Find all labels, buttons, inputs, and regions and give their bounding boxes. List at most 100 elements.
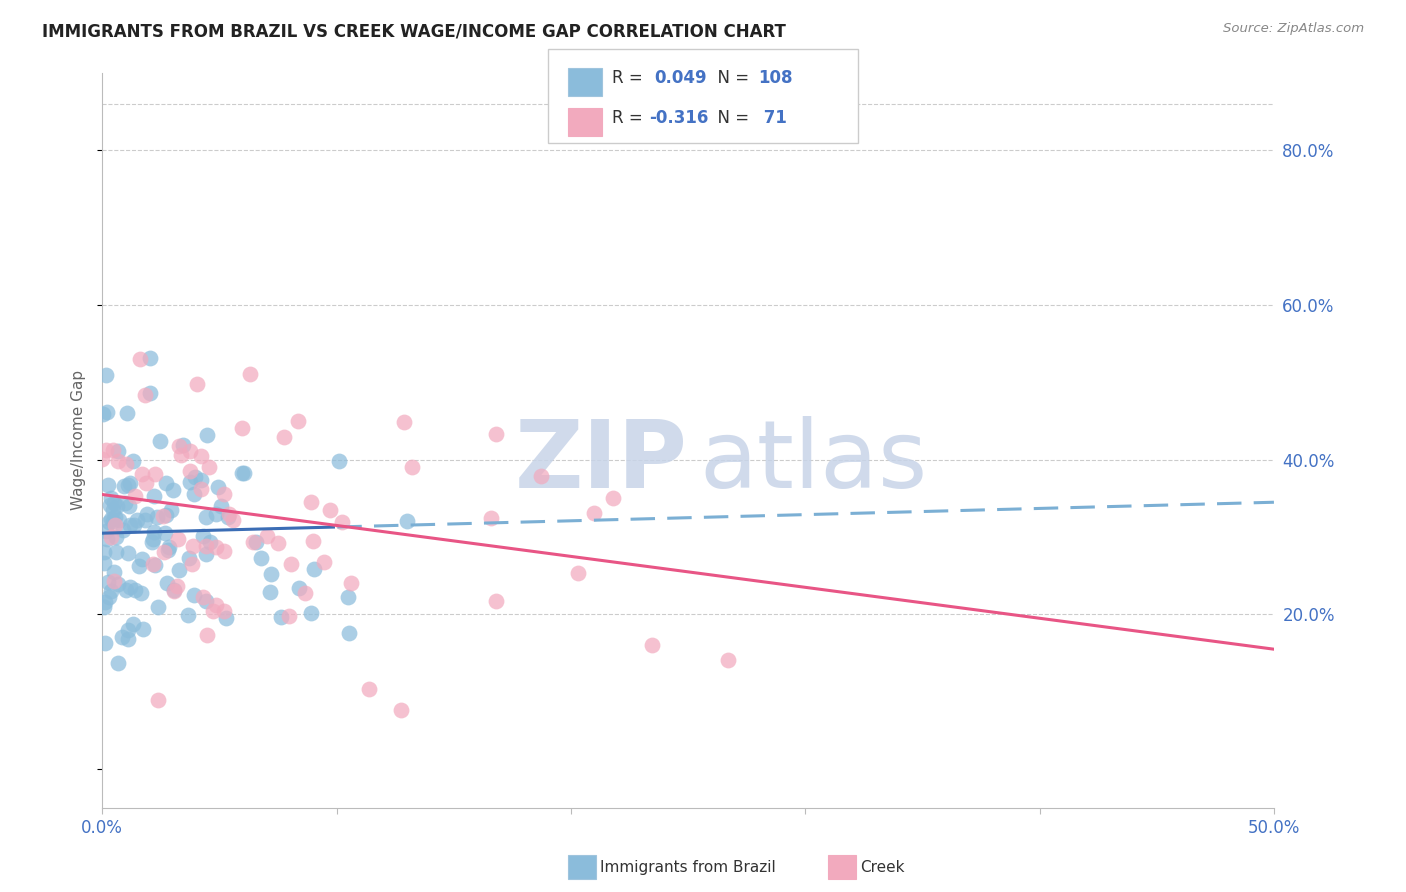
Point <box>125 513 148 527</box>
Point <box>98 498 121 512</box>
Point <box>194 547 217 561</box>
Point <box>146 510 169 524</box>
Point <box>94 636 117 650</box>
Point <box>177 608 200 623</box>
Point <box>270 610 292 624</box>
Point <box>567 566 589 580</box>
Point <box>336 590 359 604</box>
Point <box>114 478 136 492</box>
Point <box>139 385 162 400</box>
Point <box>142 525 165 540</box>
Point <box>93 595 115 609</box>
Point <box>218 508 240 522</box>
Point <box>181 557 204 571</box>
Point <box>232 466 254 480</box>
Point <box>142 532 165 546</box>
Point <box>101 503 124 517</box>
Point <box>139 351 162 365</box>
Point <box>195 510 218 524</box>
Point <box>91 452 114 467</box>
Point <box>267 536 290 550</box>
Point <box>183 539 205 553</box>
Point <box>97 574 120 589</box>
Point <box>215 611 238 625</box>
Point <box>131 467 153 481</box>
Point <box>93 600 115 615</box>
Point <box>260 566 283 581</box>
Point <box>242 535 264 549</box>
Point <box>128 559 150 574</box>
Point <box>186 377 208 392</box>
Point <box>179 443 201 458</box>
Text: Creek: Creek <box>860 860 905 874</box>
Point <box>245 534 267 549</box>
Point <box>395 514 418 528</box>
Point <box>100 512 122 526</box>
Point <box>115 406 138 420</box>
Point <box>143 467 166 481</box>
Point <box>122 616 145 631</box>
Point <box>194 594 217 608</box>
Point <box>191 591 214 605</box>
Point <box>156 542 179 557</box>
Point <box>212 544 235 558</box>
Point <box>146 693 169 707</box>
Point <box>135 475 157 490</box>
Point <box>179 475 201 490</box>
Point <box>401 460 423 475</box>
Point <box>141 534 163 549</box>
Point <box>97 478 120 492</box>
Text: Source: ZipAtlas.com: Source: ZipAtlas.com <box>1223 22 1364 36</box>
Point <box>389 703 412 717</box>
Point <box>209 499 232 513</box>
Point <box>105 499 128 513</box>
Point <box>96 443 118 458</box>
Point <box>195 628 218 642</box>
Point <box>118 580 141 594</box>
Point <box>602 491 624 506</box>
Point <box>299 607 322 621</box>
Text: N =: N = <box>707 109 755 127</box>
Point <box>394 415 416 429</box>
Point <box>221 513 243 527</box>
Text: -0.316: -0.316 <box>650 109 709 127</box>
Point <box>273 430 295 444</box>
Point <box>105 530 128 544</box>
Point <box>155 508 177 523</box>
Text: N =: N = <box>707 69 755 87</box>
Point <box>162 583 184 598</box>
Point <box>124 583 146 598</box>
Point <box>117 632 139 646</box>
Text: R =: R = <box>612 69 648 87</box>
Point <box>259 585 281 599</box>
Point <box>583 506 606 520</box>
Point <box>277 609 299 624</box>
Point <box>197 460 219 475</box>
Point <box>479 511 502 525</box>
Point <box>94 368 117 383</box>
Point <box>312 555 335 569</box>
Point <box>183 588 205 602</box>
Point <box>96 524 118 538</box>
Point <box>100 491 122 506</box>
Point <box>299 495 322 509</box>
Point <box>205 540 228 554</box>
Point <box>118 517 141 532</box>
Point <box>134 513 156 527</box>
Point <box>100 530 122 544</box>
Point <box>143 489 166 503</box>
Point <box>128 351 150 366</box>
Point <box>160 502 183 516</box>
Point <box>280 558 302 572</box>
Point <box>717 653 740 667</box>
Point <box>103 565 125 579</box>
Point <box>212 487 235 501</box>
Point <box>155 525 177 540</box>
Point <box>172 437 194 451</box>
Point <box>167 532 190 546</box>
Point <box>194 539 217 553</box>
Point <box>98 590 121 604</box>
Point <box>124 518 146 533</box>
Point <box>238 367 260 381</box>
Point <box>107 577 129 591</box>
